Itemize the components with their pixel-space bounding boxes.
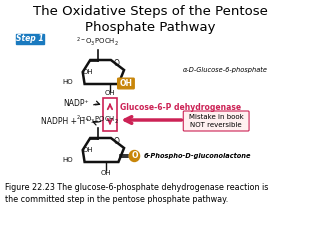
Text: O: O xyxy=(114,137,119,145)
Text: $^{2-}$O$_3$POCH$_2$: $^{2-}$O$_3$POCH$_2$ xyxy=(76,114,119,126)
Text: Mistake in book
NOT reversible: Mistake in book NOT reversible xyxy=(189,114,244,128)
Text: Figure 22.23 The glucose-6-phosphate dehydrogenase reaction is
the committed ste: Figure 22.23 The glucose-6-phosphate deh… xyxy=(5,183,268,204)
Text: OH: OH xyxy=(83,69,94,75)
Text: $^{2-}$O$_3$POCH$_2$: $^{2-}$O$_3$POCH$_2$ xyxy=(76,36,119,48)
Text: Step 1: Step 1 xyxy=(16,34,44,43)
FancyBboxPatch shape xyxy=(118,78,134,89)
Text: NADPH + H⁺: NADPH + H⁺ xyxy=(41,118,89,126)
Circle shape xyxy=(129,150,140,162)
Text: HO: HO xyxy=(63,79,73,85)
Text: Glucose-6-P dehydrogenase: Glucose-6-P dehydrogenase xyxy=(120,103,241,113)
Text: O: O xyxy=(131,151,138,161)
FancyBboxPatch shape xyxy=(16,34,44,43)
Text: NADP⁺: NADP⁺ xyxy=(64,100,89,108)
Text: O: O xyxy=(114,59,119,67)
Text: OH: OH xyxy=(119,79,132,88)
FancyBboxPatch shape xyxy=(103,97,117,131)
Text: OH: OH xyxy=(83,147,94,153)
Text: OH: OH xyxy=(105,90,115,96)
Text: 6-Phospho-D-gluconolactone: 6-Phospho-D-gluconolactone xyxy=(144,153,251,159)
Text: HO: HO xyxy=(63,157,73,163)
FancyBboxPatch shape xyxy=(183,111,249,131)
Text: The Oxidative Steps of the Pentose
Phosphate Pathway: The Oxidative Steps of the Pentose Phosp… xyxy=(33,5,268,34)
Text: OH: OH xyxy=(101,170,111,176)
Text: α-D-Glucose-6-phosphate: α-D-Glucose-6-phosphate xyxy=(183,67,268,73)
